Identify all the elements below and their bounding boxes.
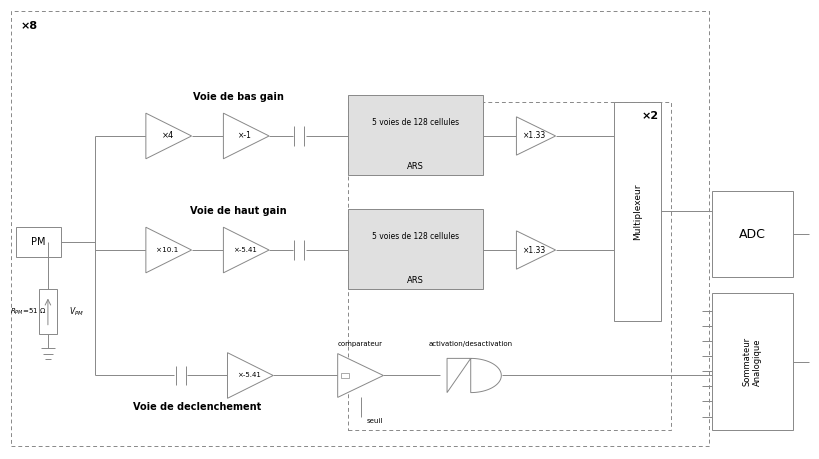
Text: ×4: ×4 [161, 131, 174, 140]
Text: ×-5.41: ×-5.41 [238, 373, 261, 379]
Text: ×-1: ×-1 [238, 131, 252, 140]
Bar [712, 293, 793, 430]
Text: Voie de haut gain: Voie de haut gain [190, 206, 287, 216]
Text: Multiplexeur: Multiplexeur [633, 183, 642, 240]
Text: Voie de bas gain: Voie de bas gain [192, 92, 283, 102]
Text: 5 voies de 128 cellules: 5 voies de 128 cellules [372, 232, 459, 241]
Text: ×10.1: ×10.1 [156, 247, 179, 253]
Bar [39, 289, 57, 335]
Text: comparateur: comparateur [338, 341, 383, 347]
Text: $V_{PM}$: $V_{PM}$ [69, 305, 84, 318]
Text: ADC: ADC [739, 228, 766, 241]
Text: seuil: seuil [367, 418, 383, 424]
Polygon shape [337, 353, 383, 397]
Bar [613, 102, 661, 321]
Text: Sommateur
Analogique: Sommateur Analogique [743, 337, 762, 386]
Polygon shape [447, 358, 501, 392]
Bar [348, 102, 671, 430]
Polygon shape [224, 227, 269, 273]
Text: $R_{PM}$=51 Ω: $R_{PM}$=51 Ω [10, 307, 46, 317]
Text: Voie de declenchement: Voie de declenchement [133, 403, 261, 413]
Text: ARS: ARS [407, 276, 424, 285]
Bar [11, 11, 709, 446]
Bar [348, 95, 483, 175]
Polygon shape [517, 117, 555, 155]
Text: ×8: ×8 [20, 22, 38, 32]
Text: PM: PM [31, 237, 46, 247]
Text: activation/desactivation: activation/desactivation [428, 341, 513, 347]
Polygon shape [146, 227, 192, 273]
Text: ARS: ARS [407, 162, 424, 171]
Text: ×2: ×2 [642, 112, 658, 121]
Polygon shape [228, 353, 274, 398]
Bar [712, 191, 793, 277]
Bar [16, 227, 61, 257]
Text: 5 voies de 128 cellules: 5 voies de 128 cellules [372, 118, 459, 127]
Text: ×1.33: ×1.33 [523, 246, 546, 255]
Text: ×-5.41: ×-5.41 [233, 247, 257, 253]
Polygon shape [146, 113, 192, 159]
Polygon shape [224, 113, 269, 159]
Text: ×1.33: ×1.33 [523, 131, 546, 140]
Bar [348, 209, 483, 289]
Polygon shape [517, 231, 555, 269]
Bar [341, 373, 349, 378]
